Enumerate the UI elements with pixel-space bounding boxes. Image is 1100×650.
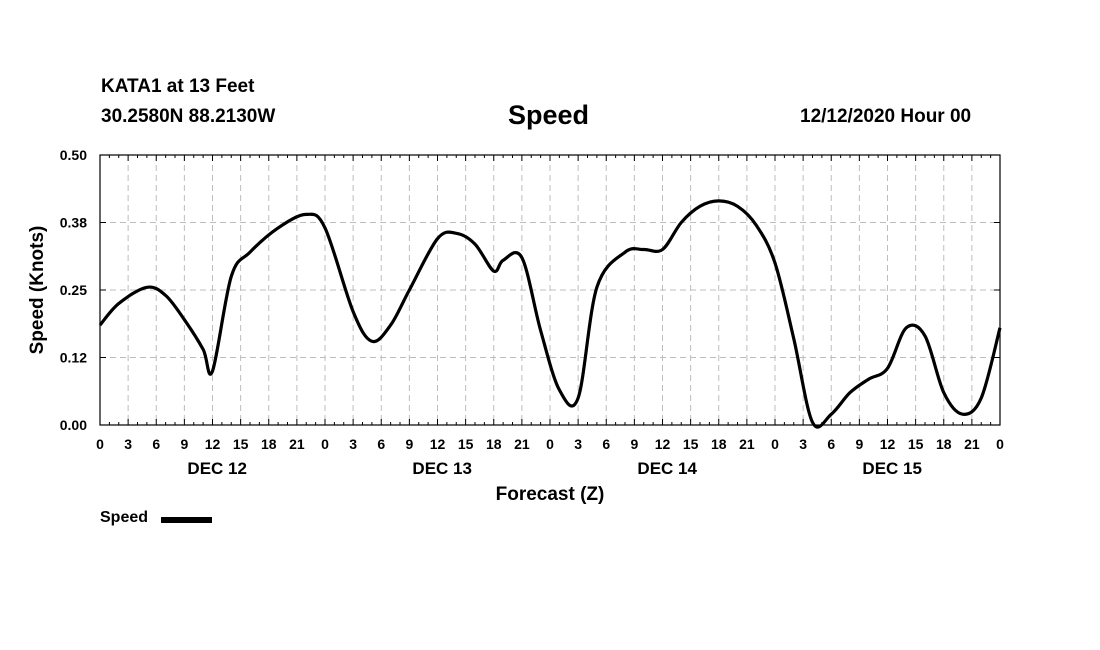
x-tick-label: 18 — [936, 436, 952, 452]
x-tick-label: 9 — [855, 436, 863, 452]
x-tick-label: 0 — [771, 436, 779, 452]
y-tick-label: 0.12 — [60, 350, 87, 366]
x-tick-label: 21 — [739, 436, 755, 452]
x-tick-label: 6 — [152, 436, 160, 452]
speed-series-line — [100, 201, 1000, 427]
x-tick-label: 0 — [321, 436, 329, 452]
x-tick-label: 9 — [180, 436, 188, 452]
y-tick-label: 0.38 — [60, 215, 87, 231]
x-tick-label: 3 — [349, 436, 357, 452]
legend-swatch — [161, 517, 212, 523]
x-tick-label: 3 — [574, 436, 582, 452]
x-tick-label: 18 — [261, 436, 277, 452]
legend: Speed — [100, 509, 148, 527]
x-tick-label: 15 — [458, 436, 474, 452]
x-tick-label: 6 — [377, 436, 385, 452]
x-tick-label: 21 — [514, 436, 530, 452]
x-tick-label: 12 — [880, 436, 896, 452]
y-tick-label: 0.25 — [60, 282, 87, 298]
x-tick-label: 12 — [205, 436, 221, 452]
day-label: DEC 14 — [637, 459, 697, 478]
x-tick-label: 6 — [827, 436, 835, 452]
day-label: DEC 15 — [862, 459, 922, 478]
x-tick-label: 0 — [96, 436, 104, 452]
x-axis-label: Forecast (Z) — [496, 484, 605, 505]
x-tick-label: 9 — [405, 436, 413, 452]
x-tick-label: 21 — [289, 436, 305, 452]
x-tick-label: 12 — [430, 436, 446, 452]
y-tick-label: 0.00 — [60, 417, 87, 433]
x-tick-label: 0 — [996, 436, 1004, 452]
legend-label: Speed — [100, 509, 148, 526]
x-tick-label: 3 — [124, 436, 132, 452]
x-tick-label: 3 — [799, 436, 807, 452]
x-tick-label: 9 — [630, 436, 638, 452]
day-label: DEC 12 — [187, 459, 247, 478]
x-tick-label: 0 — [546, 436, 554, 452]
x-tick-label: 18 — [486, 436, 502, 452]
x-tick-label: 12 — [655, 436, 671, 452]
y-tick-label: 0.50 — [60, 147, 87, 163]
x-tick-label: 15 — [908, 436, 924, 452]
x-tick-label: 21 — [964, 436, 980, 452]
tick-labels: 0 3 6 9 12 15 18 21 0 3 6 9 12 15 18 21 0 3 6 9 12 15 18 21 0 3 6 9… — [60, 147, 1004, 478]
x-tick-label: 6 — [602, 436, 610, 452]
x-tick-label: 15 — [683, 436, 699, 452]
series-layer — [100, 201, 1000, 427]
y-axis-label: Speed (Knots) — [27, 226, 48, 355]
x-tick-label: 18 — [711, 436, 727, 452]
grid-lines — [100, 155, 1000, 425]
x-tick-label: 15 — [233, 436, 249, 452]
day-label: DEC 13 — [412, 459, 472, 478]
